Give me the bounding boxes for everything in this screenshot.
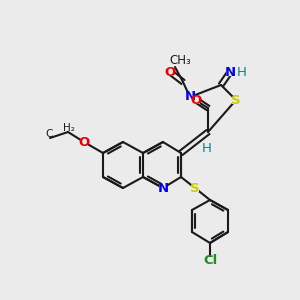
Text: N: N	[158, 182, 169, 194]
Bar	[203, 146, 211, 152]
Text: O: O	[190, 94, 202, 106]
Text: S: S	[231, 94, 241, 106]
Text: O: O	[78, 136, 90, 148]
Bar	[159, 184, 167, 191]
Text: H: H	[202, 142, 212, 155]
Bar	[192, 97, 200, 104]
Bar	[166, 68, 174, 76]
Bar	[191, 184, 199, 191]
Bar	[80, 139, 88, 145]
Text: N: N	[224, 65, 236, 79]
Bar	[238, 69, 245, 75]
Text: CH₃: CH₃	[169, 55, 191, 68]
Text: H₂: H₂	[63, 123, 75, 133]
Text: H: H	[237, 65, 247, 79]
Text: O: O	[164, 65, 175, 79]
Text: N: N	[184, 91, 196, 103]
Text: C: C	[45, 129, 53, 139]
Bar	[205, 256, 215, 263]
Text: Cl: Cl	[203, 254, 217, 266]
Bar	[226, 68, 234, 76]
Bar	[232, 97, 240, 104]
Bar	[186, 94, 194, 100]
Text: S: S	[190, 182, 200, 194]
